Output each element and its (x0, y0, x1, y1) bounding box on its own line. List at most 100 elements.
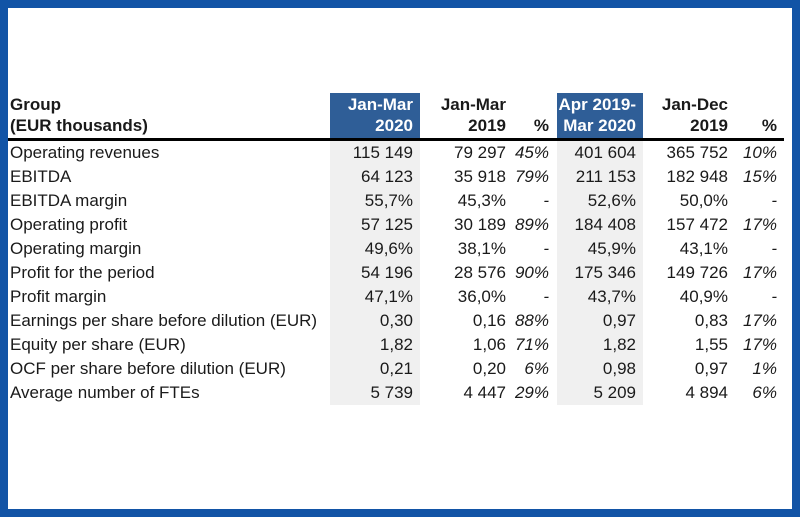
col-header-group: Group (EUR thousands) (8, 93, 330, 141)
row-label: OCF per share before dilution (EUR) (10, 358, 286, 378)
cell-pct-change-1: 88% (514, 310, 549, 330)
header-line: % (533, 115, 549, 135)
cell-apr-2019-mar-2020: 211 153 (557, 164, 643, 189)
cell-pct-change-1: - (543, 190, 549, 210)
row-label: EBITDA (10, 166, 72, 186)
cell-jan-mar-2019: 28 576 (454, 262, 506, 282)
cell-jan-mar-2020: 47,1% (330, 284, 420, 309)
cell-jan-dec-2019: 40,9% (679, 286, 728, 306)
table-row: Earnings per share before dilution (EUR)… (8, 308, 784, 333)
row-label: Equity per share (EUR) (10, 334, 186, 354)
cell-pct-change-2: - (771, 238, 777, 258)
cell-jan-dec-2019: 1,55 (694, 334, 728, 354)
cell-pct-change-1: 79% (514, 166, 549, 186)
cell-jan-mar-2019: 36,0% (457, 286, 506, 306)
cell-pct-change-2: 17% (742, 310, 777, 330)
cell-apr-2019-mar-2020: 0,98 (557, 356, 643, 381)
cell-pct-change-2: - (771, 286, 777, 306)
cell-jan-mar-2019: 1,06 (472, 334, 506, 354)
header-line: Jan-Mar (440, 94, 506, 114)
cell-jan-dec-2019: 50,0% (679, 190, 728, 210)
cell-pct-change-2: 17% (742, 214, 777, 234)
cell-jan-mar-2019: 30 189 (454, 214, 506, 234)
cell-jan-mar-2020: 64 123 (330, 164, 420, 189)
table-row: Equity per share (EUR) 1,82 1,06 71% 1,82 1,5… (8, 332, 784, 357)
cell-apr-2019-mar-2020: 5 209 (557, 380, 643, 405)
cell-pct-change-1: 45% (514, 142, 549, 162)
header-line: % (761, 115, 777, 135)
row-label: Earnings per share before dilution (EUR) (10, 310, 318, 330)
row-label: Profit margin (10, 286, 107, 306)
header-line: Apr 2019- (558, 94, 636, 114)
table-row: EBITDA margin 55,7% 45,3% -52,6% 50,0% - (8, 188, 784, 213)
cell-pct-change-1: 90% (514, 262, 549, 282)
col-header-pct-change-1: % (512, 93, 557, 141)
group-financials-table: Group (EUR thousands) Jan-Mar 2020 Jan-M… (8, 93, 784, 405)
cell-jan-mar-2020: 5 739 (330, 380, 420, 405)
header-row: Group (EUR thousands) Jan-Mar 2020 Jan-M… (8, 93, 784, 141)
cell-jan-mar-2020: 115 149 (330, 139, 420, 165)
table-row: Operating profit 57 125 30 189 89% 184 408 15… (8, 212, 784, 237)
cell-apr-2019-mar-2020: 401 604 (557, 139, 643, 165)
cell-pct-change-2: 17% (742, 334, 777, 354)
cell-pct-change-2: 6% (752, 382, 777, 402)
cell-apr-2019-mar-2020: 45,9% (557, 236, 643, 261)
table-header: Group (EUR thousands) Jan-Mar 2020 Jan-M… (8, 93, 784, 141)
header-line: 2019 (468, 115, 506, 135)
col-header-jan-mar-2020: Jan-Mar 2020 (330, 93, 420, 141)
cell-pct-change-2: 15% (742, 166, 777, 186)
cell-jan-mar-2019: 0,16 (472, 310, 506, 330)
cell-apr-2019-mar-2020: 52,6% (557, 188, 643, 213)
cell-pct-change-1: 29% (514, 382, 549, 402)
cell-jan-dec-2019: 0,97 (694, 358, 728, 378)
row-label: Profit for the period (10, 262, 155, 282)
col-header-jan-dec-2019: Jan-Dec 2019 (643, 93, 734, 141)
cell-pct-change-2: - (771, 190, 777, 210)
cell-pct-change-1: 89% (514, 214, 549, 234)
cell-apr-2019-mar-2020: 184 408 (557, 212, 643, 237)
row-label: EBITDA margin (10, 190, 128, 210)
cell-jan-mar-2019: 79 297 (454, 142, 506, 162)
row-label: Operating profit (10, 214, 128, 234)
table-row: Operating margin 49,6% 38,1% -45,9% 43,1% - (8, 236, 784, 261)
cell-jan-mar-2020: 0,21 (330, 356, 420, 381)
cell-jan-mar-2019: 45,3% (457, 190, 506, 210)
cell-jan-dec-2019: 365 752 (666, 142, 728, 162)
cell-pct-change-1: 6% (524, 358, 549, 378)
header-line: Mar 2020 (563, 115, 636, 135)
table-row: EBITDA 64 123 35 918 79% 211 153 182 948 15% (8, 164, 784, 189)
header-line: Group (10, 94, 61, 114)
cell-pct-change-2: 17% (742, 262, 777, 282)
cell-apr-2019-mar-2020: 43,7% (557, 284, 643, 309)
cell-jan-mar-2019: 0,20 (472, 358, 506, 378)
cell-jan-mar-2020: 1,82 (330, 332, 420, 357)
cell-pct-change-1: 71% (514, 334, 549, 354)
header-line: 2020 (375, 115, 413, 135)
cell-jan-mar-2020: 55,7% (330, 188, 420, 213)
header-line: (EUR thousands) (10, 115, 148, 135)
header-line (734, 94, 777, 115)
row-label: Operating revenues (10, 142, 160, 162)
cell-pct-change-2: 10% (742, 142, 777, 162)
row-label: Operating margin (10, 238, 142, 258)
cell-jan-mar-2020: 0,30 (330, 308, 420, 333)
cell-jan-mar-2020: 54 196 (330, 260, 420, 285)
cell-pct-change-1: - (543, 286, 549, 306)
cell-jan-dec-2019: 182 948 (666, 166, 728, 186)
col-header-apr-2019-mar-2020: Apr 2019- Mar 2020 (557, 93, 643, 141)
cell-apr-2019-mar-2020: 0,97 (557, 308, 643, 333)
cell-apr-2019-mar-2020: 175 346 (557, 260, 643, 285)
table-row: Operating revenues 115 149 79 297 45% 401 60… (8, 139, 784, 165)
cell-jan-mar-2019: 4 447 (463, 382, 506, 402)
cell-jan-dec-2019: 157 472 (666, 214, 728, 234)
table-row: OCF per share before dilution (EUR) 0,21 0… (8, 356, 784, 381)
header-line: Jan-Dec (661, 94, 728, 114)
col-header-pct-change-2: % (734, 93, 784, 141)
cell-jan-mar-2019: 38,1% (457, 238, 506, 258)
header-line: Jan-Mar (347, 94, 413, 114)
cell-jan-dec-2019: 149 726 (666, 262, 728, 282)
cell-jan-dec-2019: 0,83 (694, 310, 728, 330)
header-line: 2019 (690, 115, 728, 135)
cell-jan-mar-2019: 35 918 (454, 166, 506, 186)
